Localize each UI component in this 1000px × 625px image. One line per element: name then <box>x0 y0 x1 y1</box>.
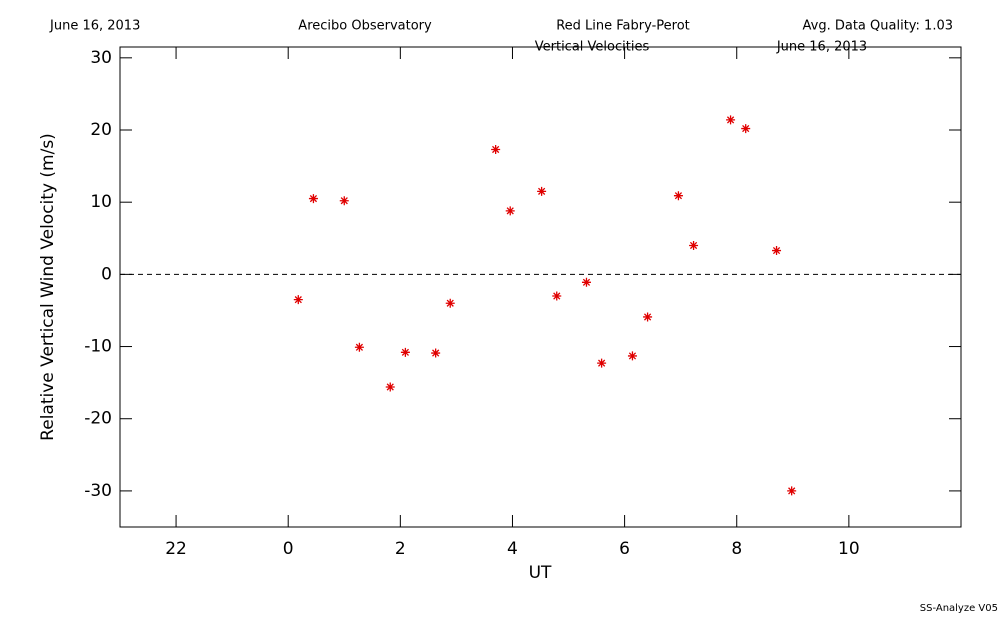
point <box>689 240 699 250</box>
y-tick-label: -30 <box>84 481 112 501</box>
point <box>339 196 349 206</box>
header-center-right: Red Line Fabry-Perot <box>556 19 690 34</box>
point <box>741 124 751 134</box>
y-tick-label: 10 <box>90 192 112 212</box>
footer: SS-Analyze V05 <box>920 603 998 614</box>
y-tick-label: 30 <box>90 48 112 68</box>
y-tick-label: 0 <box>101 264 112 284</box>
point <box>772 246 782 256</box>
x-tick-label: 2 <box>395 539 406 559</box>
y-tick-label: -20 <box>84 409 112 429</box>
y-tick-label: -10 <box>84 337 112 357</box>
point <box>491 144 501 154</box>
x-tick-label: 4 <box>507 539 518 559</box>
point <box>385 382 395 392</box>
x-tick-label: 6 <box>619 539 630 559</box>
point <box>505 206 515 216</box>
point <box>400 347 410 357</box>
plot-frame <box>119 46 962 528</box>
x-tick-label: 8 <box>731 539 742 559</box>
point <box>726 115 736 125</box>
point <box>431 348 441 358</box>
point <box>643 312 653 322</box>
x-tick-label: 10 <box>838 539 860 559</box>
x-tick-label: 22 <box>165 539 187 559</box>
header-left: June 16, 2013 <box>49 19 140 34</box>
point <box>673 191 683 201</box>
point <box>354 342 364 352</box>
point <box>787 486 797 496</box>
point <box>627 351 637 361</box>
point <box>293 295 303 305</box>
x-axis-label: UT <box>529 563 552 583</box>
point <box>308 194 318 204</box>
point <box>552 291 562 301</box>
point <box>597 358 607 368</box>
x-tick-label: 0 <box>283 539 294 559</box>
point <box>445 298 455 308</box>
point <box>581 277 591 287</box>
y-axis-label: Relative Vertical Wind Velocity (m/s) <box>38 133 58 441</box>
point <box>537 186 547 196</box>
header-right: Avg. Data Quality: 1.03 <box>803 19 953 34</box>
y-tick-label: 20 <box>90 120 112 140</box>
header-center-left: Arecibo Observatory <box>298 19 432 34</box>
